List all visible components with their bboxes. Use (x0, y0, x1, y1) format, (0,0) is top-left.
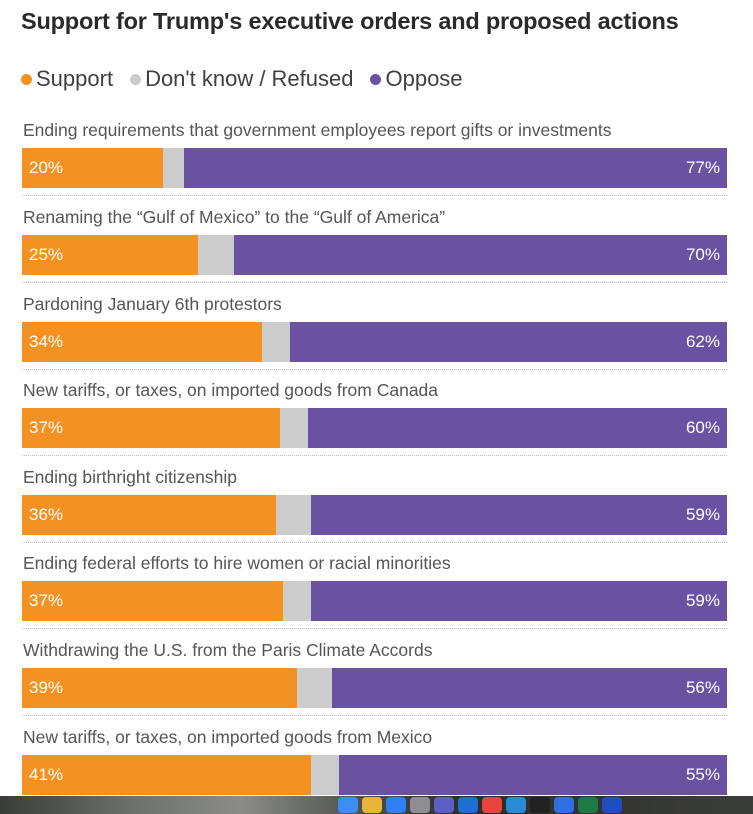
terminal-icon[interactable] (530, 797, 550, 813)
data-label-support: 39% (29, 678, 64, 697)
bar-support: 25% (22, 235, 199, 275)
chart-row: New tariffs, or taxes, on imported goods… (22, 377, 727, 464)
bar-support: 20% (22, 148, 163, 188)
data-label-support: 37% (29, 591, 64, 610)
taskbar (0, 796, 753, 814)
legend: Support Don't know / Refused Oppose (21, 64, 480, 94)
legend-label-dont-know: Don't know / Refused (145, 66, 354, 91)
vscode-icon[interactable] (506, 797, 526, 813)
legend-label-oppose: Oppose (385, 66, 463, 91)
row-divider (22, 455, 727, 456)
bar-oppose: 56% (332, 668, 727, 708)
row-divider (22, 368, 727, 370)
bar-support: 39% (22, 668, 297, 708)
legend-item-support: Support (21, 66, 113, 92)
data-label-support: 37% (29, 418, 64, 437)
bar-support: 41% (22, 755, 312, 795)
data-label-oppose: 60% (685, 418, 720, 437)
legend-dot-support (21, 73, 32, 85)
chart-row: Ending requirements that government empl… (22, 117, 727, 204)
legend-dot-oppose (370, 73, 382, 85)
bar-dont-know (311, 755, 340, 795)
data-label-oppose: 62% (685, 331, 720, 351)
category-label: Pardoning January 6th protestors (23, 293, 282, 314)
row-divider (22, 195, 727, 196)
stacked-bar: 41% 55% (22, 755, 727, 795)
chart-row: Ending birthright citizenship 36% 59% (22, 464, 727, 551)
bar-dont-know (282, 581, 312, 621)
category-label: Ending federal efforts to hire women or … (23, 553, 451, 573)
bar-oppose: 62% (289, 321, 727, 362)
category-label: New tariffs, or taxes, on imported goods… (23, 380, 439, 400)
data-label-support: 20% (29, 158, 64, 177)
bar-dont-know (280, 408, 309, 448)
bar-dont-know (296, 668, 333, 708)
legend-item-oppose: Oppose (370, 66, 463, 92)
category-label: New tariffs, or taxes, on imported goods… (23, 727, 433, 747)
legend-item-dont-know: Don't know / Refused (130, 66, 353, 92)
stacked-bar: 20% 77% (22, 148, 727, 188)
category-label: Withdrawing the U.S. from the Paris Clim… (23, 640, 433, 660)
data-label-support: 34% (29, 331, 64, 351)
bar-oppose: 60% (308, 408, 727, 448)
bar-oppose: 59% (311, 494, 727, 535)
stacked-bar: 37% 59% (22, 581, 727, 621)
category-label: Ending birthright citizenship (23, 466, 238, 487)
teams-icon[interactable] (434, 797, 454, 813)
bar-support: 37% (22, 408, 281, 448)
word-icon[interactable] (602, 797, 622, 813)
bar-oppose: 70% (233, 235, 727, 275)
bar-oppose: 59% (311, 581, 727, 621)
chart-row: Ending federal efforts to hire women or … (22, 550, 727, 637)
data-label-oppose: 59% (685, 591, 720, 610)
stacked-bar: 36% 59% (22, 494, 727, 535)
chart-row: Withdrawing the U.S. from the Paris Clim… (22, 637, 727, 724)
stacked-bar: 25% 70% (22, 235, 727, 275)
row-divider (22, 715, 727, 716)
stacked-bar: 34% 62% (22, 321, 727, 362)
bar-dont-know (275, 494, 312, 535)
data-label-support: 36% (29, 504, 64, 524)
row-divider (22, 282, 727, 283)
bar-oppose: 77% (184, 148, 727, 188)
bar-dont-know (261, 321, 290, 362)
finder-icon[interactable] (338, 797, 358, 813)
category-label: Ending requirements that government empl… (23, 120, 612, 140)
excel-icon[interactable] (578, 797, 598, 813)
data-label-oppose: 77% (685, 158, 720, 177)
row-divider (22, 541, 727, 543)
bar-support: 37% (22, 581, 283, 621)
stacked-bar: 39% 56% (22, 668, 727, 708)
settings-icon[interactable] (410, 797, 430, 813)
legend-dot-dont-know (130, 73, 142, 85)
legend-label-support: Support (36, 66, 114, 91)
chart-row: Renaming the “Gulf of Mexico” to the “Gu… (22, 204, 727, 291)
chart-row: Pardoning January 6th protestors 34% 62% (22, 291, 727, 378)
data-label-oppose: 59% (685, 504, 720, 524)
chart-title: Support for Trump's executive orders and… (21, 8, 679, 34)
bar-oppose: 55% (339, 755, 727, 795)
bar-dont-know (163, 148, 185, 188)
data-label-oppose: 55% (685, 765, 720, 784)
category-label: Renaming the “Gulf of Mexico” to the “Gu… (23, 207, 446, 227)
bar-dont-know (198, 235, 234, 275)
chart-row: New tariffs, or taxes, on imported goods… (22, 724, 727, 811)
bar-support: 36% (22, 494, 276, 535)
app-store-icon[interactable] (386, 797, 406, 813)
outlook-icon[interactable] (458, 797, 478, 813)
data-label-support: 25% (29, 245, 64, 264)
data-label-oppose: 56% (685, 678, 720, 697)
data-label-oppose: 70% (685, 245, 720, 264)
data-label-support: 41% (29, 765, 64, 784)
dock (338, 797, 626, 814)
launchpad-icon[interactable] (362, 797, 382, 813)
chrome-icon[interactable] (482, 797, 502, 813)
stacked-bar: 37% 60% (22, 408, 727, 448)
bar-support: 34% (22, 321, 262, 362)
calendar-icon[interactable] (554, 797, 574, 813)
row-divider (22, 628, 727, 629)
